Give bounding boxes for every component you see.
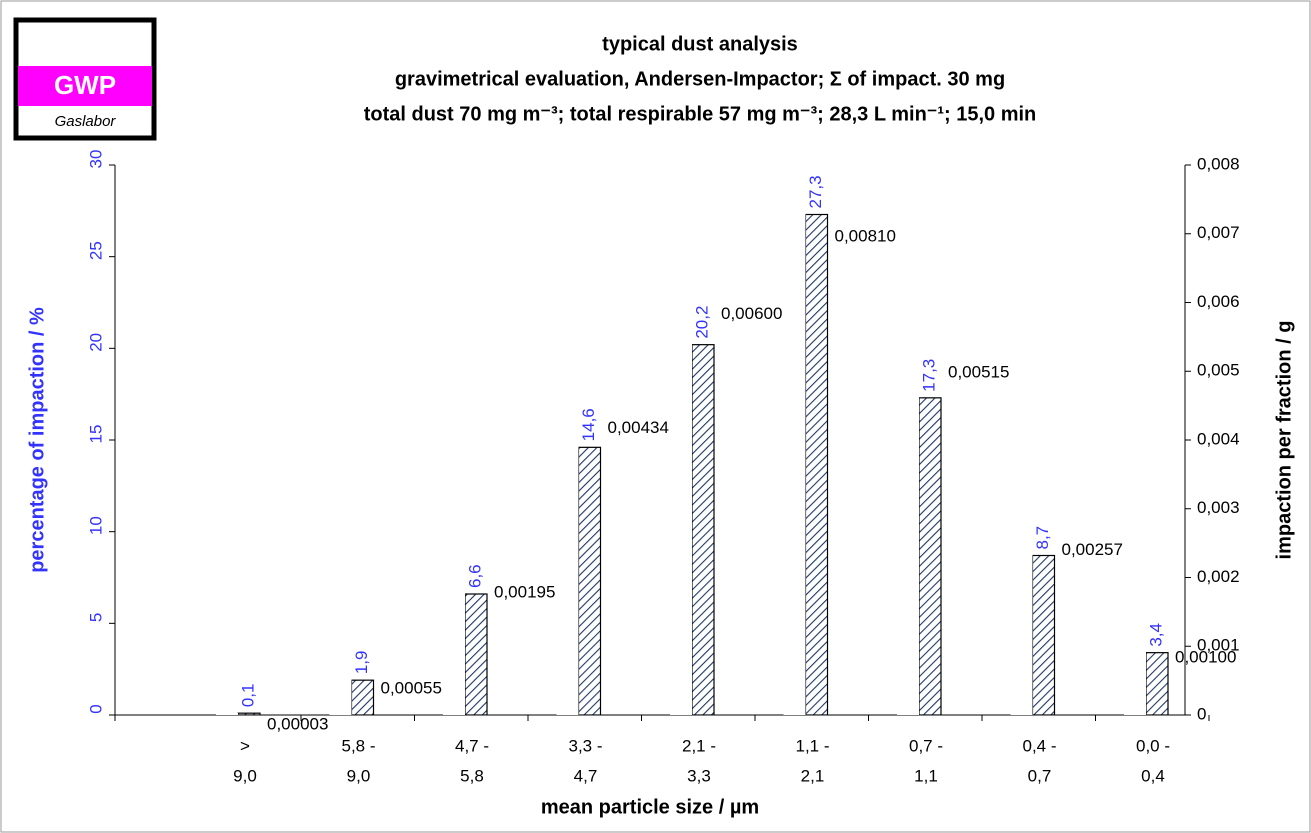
plot [216,165,1169,715]
value-label: 0,00100 [1175,648,1236,667]
y-tick-label: 30 [86,150,105,169]
value-label: 1,9 [352,651,371,675]
x-tick-label: 4,7 - [455,736,489,755]
value-label: 0,00257 [1062,540,1123,559]
value-label: 20,2 [692,306,711,339]
bar [1010,538,1033,715]
chart-title: typical dust analysis [602,33,798,55]
x-tick-label: 3,3 - [568,736,602,755]
y-tick-label: 5 [86,613,105,622]
bar [1145,652,1169,715]
y-tick-label: 15 [86,425,105,444]
bar [237,712,261,715]
y2-tick-label: 0,008 [1197,154,1240,173]
value-label: 0,00515 [948,362,1009,381]
bar [1124,646,1146,715]
value-label: 17,3 [919,359,938,392]
bar [783,165,806,715]
y-tick-label: 0 [86,704,105,713]
y2-tick-label: 0,004 [1197,429,1240,448]
logo-band [18,66,152,106]
value-label: 27,3 [806,175,825,208]
value-label: 8,7 [1033,526,1052,550]
logo-subtitle: Gaslabor [55,113,117,130]
chart-title: gravimetrical evaluation, Andersen-Impac… [395,68,1005,90]
bar [577,446,602,715]
value-label: 0,00434 [608,418,669,437]
x-tick-label: 0,7 - [909,736,943,755]
value-label: 14,6 [579,408,598,441]
x-tick-label: > [240,736,250,755]
x-tick-label: 9,0 [347,766,371,785]
x-tick-label: 2,1 - [682,736,716,755]
y2-tick-label: 0,007 [1197,223,1240,242]
y-axis-label: percentage of impaction / % [26,307,48,573]
x-tick-label: 3,3 [687,766,711,785]
value-label: 0,00810 [835,226,896,245]
bar [918,397,942,715]
x-tick-label: 0,0 - [1136,736,1170,755]
value-label: 0,1 [238,684,257,708]
x-tick-label: 2,1 [801,766,825,785]
y2-tick-label: 0,005 [1197,361,1240,380]
x-tick-label: 0,7 [1028,766,1052,785]
bar [670,302,692,715]
value-label: 0,00055 [381,679,442,698]
bar [443,580,465,715]
y2-tick-label: 0,002 [1197,567,1240,586]
x-tick-label: 1,1 [914,766,938,785]
value-label: 6,6 [465,564,484,588]
y2-tick-label: 0 [1197,704,1206,723]
y-tick-label: 20 [86,333,105,352]
bar [1031,554,1056,715]
bar [329,677,352,715]
value-label: 0,00195 [494,582,555,601]
logo-text: GWP [54,70,116,100]
bar [691,344,715,715]
y2-axis-label: impaction per fraction / g [1273,321,1295,560]
bar [897,360,919,715]
bar [464,593,488,715]
x-tick-label: 5,8 [460,766,484,785]
y2-tick-label: 0,003 [1197,498,1240,517]
value-label: 3,4 [1146,623,1165,647]
value-label: 0,00600 [721,304,782,323]
x-axis-label: mean particle size / µm [541,796,759,818]
x-tick-label: 9,0 [233,766,257,785]
value-label: 0,00003 [267,714,328,733]
bar [556,416,579,715]
y2-tick-label: 0,001 [1197,636,1240,655]
bar [216,712,238,715]
x-tick-label: 1,1 - [795,736,829,755]
x-tick-label: 5,8 - [341,736,375,755]
bar [350,679,375,715]
bar [804,213,829,715]
x-tick-label: 0,4 [1141,766,1165,785]
y-tick-label: 25 [86,241,105,260]
x-tick-label: 0,4 - [1022,736,1056,755]
y-tick-label: 10 [86,516,105,535]
x-tick-label: 4,7 [574,766,598,785]
chart-title: total dust 70 mg m⁻³; total respirable 5… [364,103,1037,125]
y2-tick-label: 0,006 [1197,292,1240,311]
